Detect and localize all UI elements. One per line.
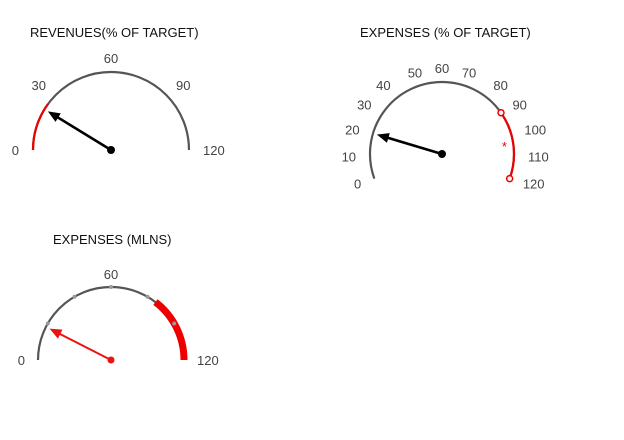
gauge-needle xyxy=(52,329,112,361)
gauge-alert-marker: * xyxy=(502,139,507,154)
gauge-needle xyxy=(50,112,112,152)
gauge-tick-label: 120 xyxy=(203,143,225,158)
gauge-tick-label: 110 xyxy=(528,150,549,165)
gauge-title: REVENUES(% OF TARGET) xyxy=(30,25,199,40)
gauge-alert-endpoint xyxy=(497,108,505,117)
gauge-tick-label: 60 xyxy=(104,267,118,282)
gauge-scale-arc xyxy=(31,70,191,151)
gauge-tick-label: 10 xyxy=(342,150,356,165)
gauge-tick-label: 100 xyxy=(524,122,546,137)
gauge-expenses-pct-svg: * 0 10 20 30 40 50 60 70 80 90 100 110 120 xyxy=(342,61,549,191)
gauge-scale-arc xyxy=(368,80,516,179)
gauge-needle xyxy=(380,134,443,156)
gauge-minor-tick xyxy=(109,285,113,289)
gauge-tick-label: 0 xyxy=(354,176,361,191)
gauge-tick-label: 70 xyxy=(462,65,476,80)
gauge-minor-tick xyxy=(145,294,150,299)
gauge-alert-endpoint xyxy=(505,174,514,183)
gauge-pivot xyxy=(107,356,115,364)
gauge-alert-band xyxy=(500,112,516,180)
gauge-minor-tick xyxy=(172,321,177,326)
gauge-tick-label: 0 xyxy=(12,143,19,158)
gauge-title: EXPENSES (% OF TARGET) xyxy=(360,25,531,40)
gauge-tick-label: 120 xyxy=(197,353,219,368)
gauge-tick-label: 20 xyxy=(345,122,359,137)
gauge-tick-label: 90 xyxy=(176,78,190,93)
gauge-tick-label: 40 xyxy=(376,78,390,93)
gauge-tick-label: 0 xyxy=(18,353,25,368)
gauge-minor-tick xyxy=(45,321,50,326)
gauge-needle-head xyxy=(376,133,390,143)
gauge-needle-head xyxy=(47,111,61,122)
gauge-needle-head xyxy=(49,328,63,339)
gauge-tick-label: 50 xyxy=(408,65,422,80)
gauge-minor-tick xyxy=(72,294,77,299)
gauge-tick-label: 30 xyxy=(31,78,45,93)
gauge-alert-band xyxy=(31,103,49,151)
gauge-tick-label: 60 xyxy=(104,51,118,66)
gauge-title: EXPENSES (MLNS) xyxy=(53,232,172,247)
gauge-revenues-svg: 0 30 60 90 120 xyxy=(12,51,225,158)
gauge-pivot xyxy=(107,146,115,154)
gauge-alert-band xyxy=(153,299,188,361)
gauge-tick-label: 80 xyxy=(493,78,507,93)
gauge-expenses-mlns-svg: 0 60 120 xyxy=(18,267,219,368)
gauge-tick-label: 60 xyxy=(435,61,449,76)
gauge-tick-label: 90 xyxy=(512,98,526,113)
gauge-pivot xyxy=(438,150,446,158)
gauge-tick-label: 120 xyxy=(523,176,545,191)
gauge-tick-label: 30 xyxy=(357,98,371,113)
gauge-scale-arc xyxy=(36,285,186,361)
